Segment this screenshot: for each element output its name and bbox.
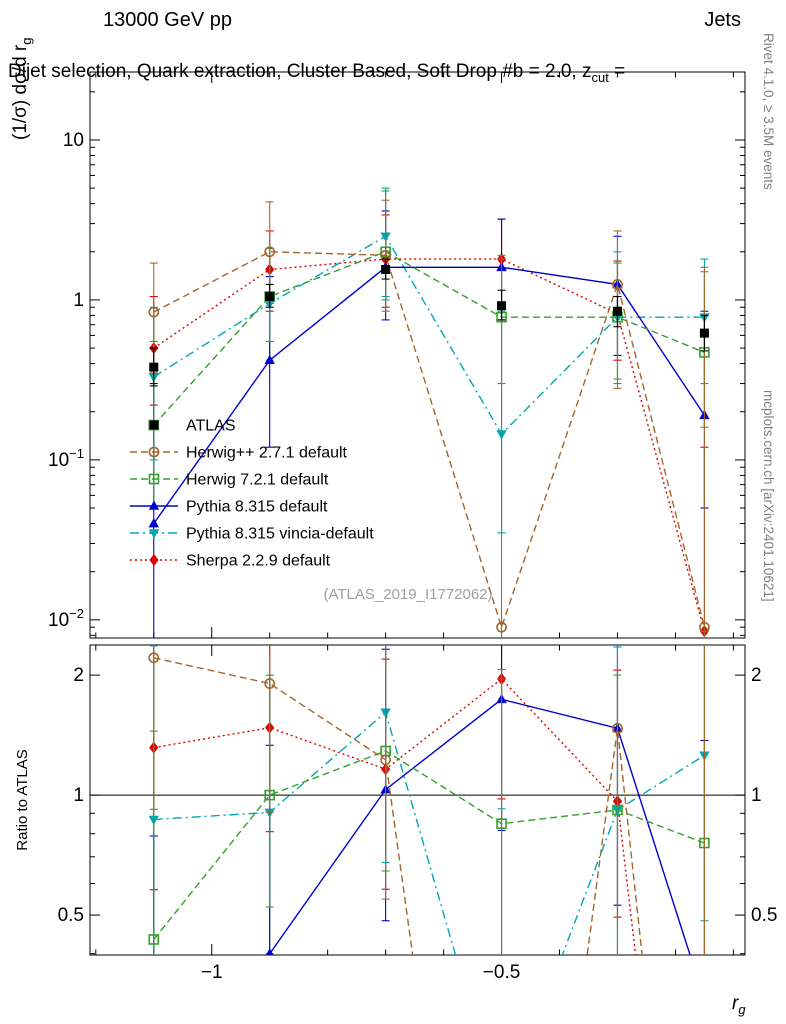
- legend-label: Herwig 7.2.1 default: [186, 472, 329, 489]
- y-axis-title-ratio: Ratio to ATLAS: [14, 749, 31, 850]
- series-line: [153, 750, 705, 940]
- rivet-version-note: Rivet 4.1.0, ≥ 3.5M events: [761, 33, 776, 190]
- y-tick-label: 0.5: [751, 905, 777, 926]
- data-marker: [612, 279, 623, 290]
- legend-entry: Herwig 7.2.1 default: [130, 472, 329, 489]
- data-marker: [265, 292, 275, 302]
- legend-label: ATLAS: [186, 418, 236, 435]
- series-line: [153, 266, 706, 524]
- tspan: −2: [69, 606, 84, 621]
- y-tick-label: 1: [751, 785, 762, 806]
- data-marker: [381, 264, 391, 274]
- y-tick-label: 1: [73, 785, 84, 806]
- series-ratio-1: [148, 645, 705, 955]
- series-main-1: [148, 199, 710, 638]
- main-panel-frame: [89, 71, 746, 639]
- data-marker: [265, 948, 274, 955]
- y-tick-label: 0.5: [58, 905, 84, 926]
- header-beam-energy: 13000 GeV pp: [103, 9, 232, 31]
- x-axis-title: rg: [732, 993, 746, 1017]
- legend-marker: [148, 500, 160, 510]
- series-line: [153, 711, 705, 955]
- y-tick-label: 2: [751, 665, 762, 686]
- tspan: −1: [69, 446, 84, 461]
- series-main-0: [149, 258, 709, 387]
- legend-marker: [148, 473, 160, 485]
- ratio-panel-frame: [89, 644, 746, 956]
- legend-label: Herwig++ 2.7.1 default: [186, 445, 348, 462]
- legend-label: Pythia 8.315 vincia-default: [186, 526, 374, 543]
- plot-subtitle: Dijet selection, Quark extraction, Clust…: [8, 61, 625, 85]
- y-tick-label: 10−2: [48, 606, 84, 631]
- tspan: 10: [48, 610, 69, 631]
- data-marker: [612, 306, 622, 316]
- x-tick-label: −1: [201, 962, 223, 983]
- series-line: [153, 235, 705, 436]
- data-marker: [699, 621, 710, 633]
- series-line: [268, 698, 691, 955]
- series-line: [153, 258, 706, 632]
- legend-entry: Pythia 8.315 default: [130, 499, 328, 516]
- legend-label: Pythia 8.315 default: [186, 499, 328, 516]
- tspan: 10: [48, 450, 69, 471]
- mcplots-arxiv-note: mcplots.cern.ch [arXiv:2401.10621]: [761, 390, 776, 602]
- y-tick-label: 1: [73, 290, 84, 311]
- legend-label: Sherpa 2.2.9 default: [186, 553, 331, 570]
- legend: ATLAS Herwig++ 2.7.1 default Herwig 7.2.1 …: [130, 418, 374, 570]
- main-panel-data: [148, 187, 710, 638]
- header-process: Jets: [704, 9, 741, 31]
- data-marker: [148, 306, 160, 318]
- ratio-panel-data: [90, 645, 745, 955]
- series-line: [153, 250, 705, 426]
- data-marker: [612, 722, 623, 734]
- legend-marker: [148, 529, 160, 539]
- data-marker: [148, 652, 160, 664]
- legend-entry: Herwig++ 2.7.1 default: [130, 445, 348, 462]
- data-marker: [148, 518, 159, 528]
- data-marker: [497, 301, 507, 311]
- y-tick-label: 10−1: [48, 446, 84, 471]
- legend-entry: ATLAS: [149, 418, 236, 435]
- legend-entry: Sherpa 2.2.9 default: [130, 553, 331, 570]
- legend-marker: [148, 446, 160, 458]
- y-tick-label: 2: [73, 665, 84, 686]
- y-axis-title-main: (1/σ) dσ/d rg: [10, 38, 34, 141]
- x-tick-label: −0.5: [483, 962, 521, 983]
- data-marker: [496, 621, 507, 633]
- data-marker: [264, 678, 276, 689]
- analysis-watermark: (ATLAS_2019_I1772062): [323, 586, 492, 603]
- data-marker: [148, 934, 160, 945]
- data-marker: [264, 246, 276, 258]
- legend-marker: [149, 420, 159, 430]
- legend-entry: Pythia 8.315 vincia-default: [130, 526, 374, 543]
- data-marker: [380, 754, 392, 766]
- data-marker: [699, 328, 709, 338]
- y-tick-label: 10: [63, 130, 84, 151]
- data-marker: [149, 362, 159, 372]
- series-line: [153, 251, 706, 630]
- data-marker: [264, 354, 275, 364]
- legend-marker: [149, 554, 159, 566]
